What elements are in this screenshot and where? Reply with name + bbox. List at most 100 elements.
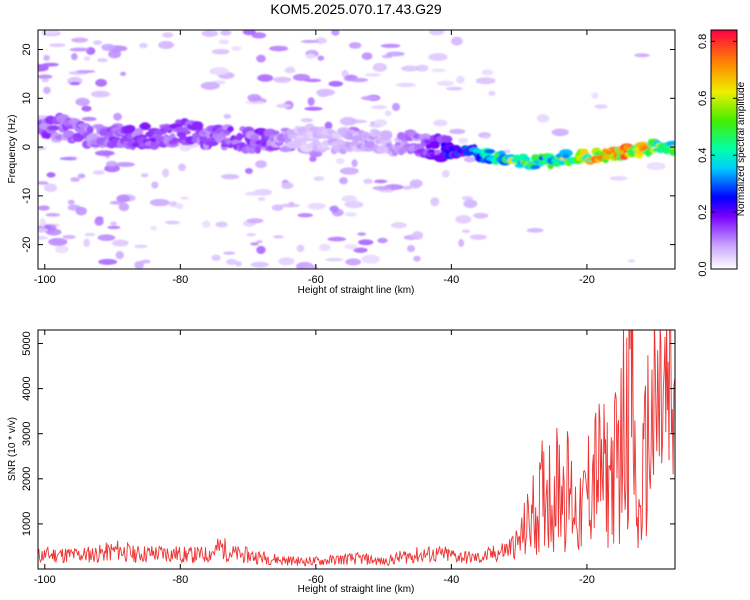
spectrogram-speckle — [271, 204, 284, 211]
spectrogram-ridge-blob — [257, 128, 265, 137]
spectrogram-speckle — [409, 179, 423, 188]
spectrogram-speckle — [594, 104, 608, 109]
spectrogram-speckle — [431, 68, 446, 73]
spectrogram-speckle — [344, 200, 364, 209]
spectrogram-speckle — [361, 254, 380, 264]
spectrogram-speckle — [75, 206, 87, 216]
spectrogram-speckle — [455, 75, 465, 84]
spectrogram-speckle — [339, 116, 357, 126]
spectrogram-speckle — [111, 239, 129, 247]
spectrogram-speckle — [211, 48, 230, 55]
spectrogram-ridge-blob — [155, 135, 166, 142]
spectrogram-speckle — [286, 66, 295, 70]
spectrogram-speckle — [407, 244, 416, 253]
spectrogram-speckle — [296, 244, 305, 253]
snr-y-tick-label: 2000 — [21, 467, 33, 491]
spectrogram-speckle — [374, 119, 388, 127]
spectrogram-speckle — [251, 32, 267, 39]
spectrogram-speckle — [140, 173, 149, 178]
spectrogram-speckle — [202, 220, 211, 229]
spectrogram-speckle — [335, 158, 345, 165]
spectrogram-speckle — [344, 212, 357, 217]
spectrogram-speckle — [151, 181, 159, 189]
spectrogram-speckle — [341, 195, 357, 203]
spectrogram-speckle — [106, 160, 118, 167]
spectrogram-ridge-blob — [669, 147, 675, 156]
spectrogram-speckle — [209, 67, 229, 76]
spectrogram-speckle — [463, 156, 476, 163]
spectrogram-speckle — [84, 232, 96, 237]
spectrogram-speckle — [75, 97, 90, 106]
snr-x-tick-label: -80 — [172, 574, 188, 586]
snr-y-tick-label: 1000 — [21, 512, 33, 536]
spectrogram-speckle — [269, 45, 289, 52]
spectrogram-speckle — [90, 90, 110, 98]
spectrogram-ridge-blob — [336, 138, 345, 146]
snr-y-axis-label: SNR (10 * v/v) — [7, 417, 18, 481]
colorbar-gradient — [710, 29, 738, 270]
spectrogram-speckle — [469, 234, 487, 240]
spectrogram-speckle — [339, 177, 348, 185]
spectrogram-speckle — [374, 179, 388, 184]
spectrogram-speckle — [177, 163, 186, 172]
spectrogram-ridge-blob — [484, 149, 496, 154]
spectrogram-speckle — [101, 43, 115, 52]
spectrogram-speckle — [433, 119, 448, 127]
spectrogram-speckle — [411, 231, 424, 240]
spectrogram-speckle — [140, 259, 151, 264]
spectrogram-speckle — [115, 161, 135, 168]
spectrogram-speckle — [71, 37, 89, 43]
colorbar-ticks: 0.0 0.2 0.4 0.6 0.8 — [697, 34, 737, 277]
spectrogram-ridge-blob — [86, 126, 94, 134]
spectrogram-ridge-blob — [174, 126, 189, 133]
spectrogram-x-tick-label: -20 — [579, 274, 595, 286]
spectrogram-speckle — [634, 53, 650, 58]
spectrogram-speckle — [247, 94, 262, 102]
spectrogram-speckle — [363, 178, 373, 185]
spectrogram-speckle — [250, 242, 259, 246]
spectrogram-ridge-blob — [287, 134, 295, 140]
spectrogram-ridge-blob — [139, 122, 151, 131]
spectrogram-speckle — [92, 170, 105, 175]
spectrogram-speckle — [372, 185, 392, 191]
spectrogram-speckle — [371, 105, 388, 110]
spectrogram-ridge-blob — [296, 135, 306, 140]
spectrogram-speckle — [231, 46, 242, 51]
snr-y-tick-label: 4000 — [21, 376, 33, 400]
spectrogram-speckle — [331, 30, 340, 36]
spectrogram-speckle — [162, 32, 174, 38]
spectrogram-speckle — [77, 173, 86, 179]
snr-series-line — [38, 330, 675, 567]
spectrogram-ridge-blob — [196, 121, 204, 131]
spectrogram-speckle — [38, 74, 53, 79]
spectrogram-speckle — [242, 30, 256, 36]
spectrogram-ridge-blob — [43, 132, 52, 138]
spectrogram-speckle — [441, 169, 450, 178]
spectrogram-speckle — [257, 74, 274, 82]
spectrogram-speckle — [38, 181, 49, 185]
spectrogram-speckle — [98, 258, 118, 265]
spectrogram-ridge-blob — [63, 130, 75, 139]
spectrogram-speckle — [313, 176, 325, 181]
spectrogram-speckle — [69, 47, 90, 52]
spectrogram-speckle — [481, 69, 494, 76]
spectrogram-x-tick-label: -80 — [172, 274, 188, 286]
spectrogram-speckle — [457, 137, 469, 144]
spectrogram-speckle — [307, 97, 315, 106]
spectrogram-speckle — [292, 73, 311, 81]
spectrogram-x-tick-label: -40 — [443, 274, 459, 286]
spectrogram-ridge-blob — [176, 130, 187, 138]
colorbar-tick-label: 0.2 — [697, 204, 709, 219]
spectrogram-ridge-blob — [530, 164, 541, 170]
spectrogram-speckle — [325, 258, 344, 262]
spectrogram-speckle — [536, 114, 550, 123]
spectrogram-speckle — [59, 156, 77, 161]
spectrogram-speckle — [76, 69, 96, 74]
spectrogram-x-tick-label: -100 — [34, 274, 56, 286]
spectrogram-speckle — [226, 258, 238, 266]
spectrogram-speckle — [41, 78, 49, 83]
spectrogram-ridge-blob — [352, 135, 365, 141]
colorbar: 0.0 0.2 0.4 0.6 0.8 Normalized spectral ampl… — [697, 29, 747, 277]
spectrogram-speckle — [48, 238, 68, 246]
spectrogram-speckle — [451, 36, 463, 46]
